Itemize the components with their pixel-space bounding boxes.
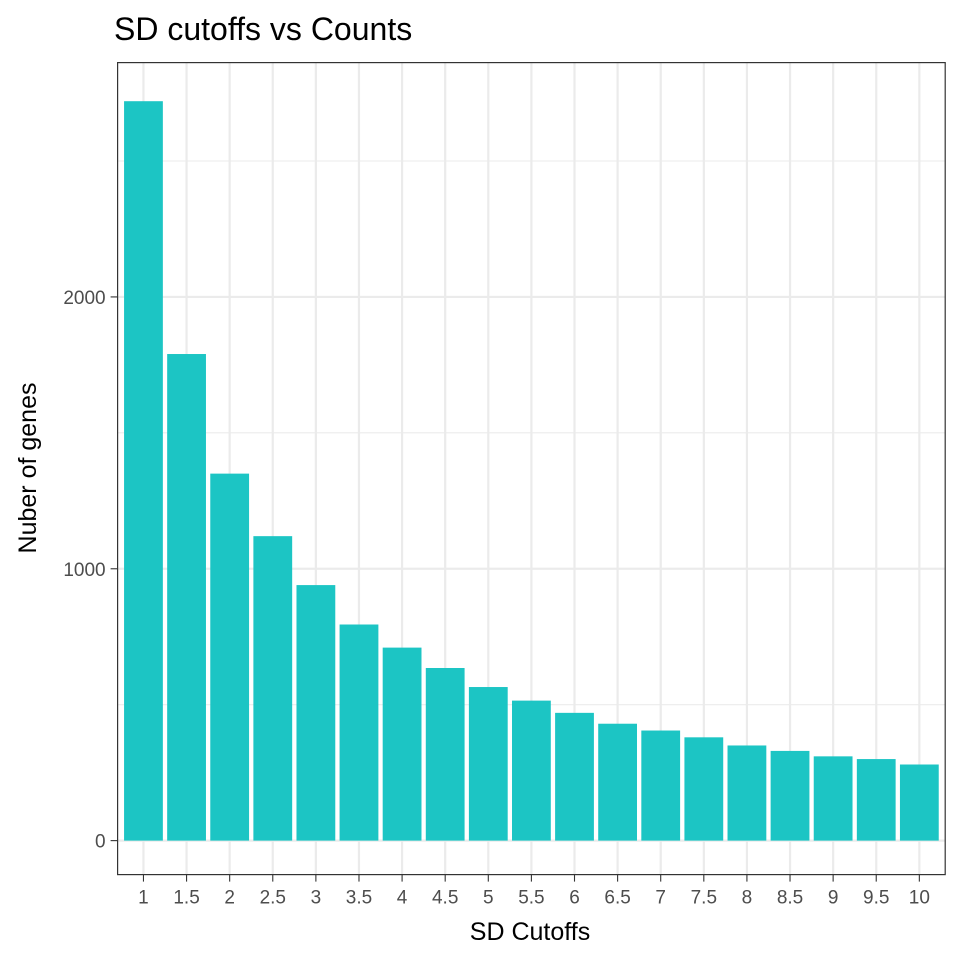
bar-6 [555, 712, 594, 841]
bar-10 [899, 764, 939, 841]
x-tick-label: 1 [138, 888, 149, 909]
y-tick-label: 0 [95, 832, 106, 853]
bar-8 [727, 745, 767, 841]
bar-5 [468, 687, 508, 841]
x-tick-label: 5.5 [518, 888, 544, 909]
x-tick-label: 8.5 [777, 888, 803, 909]
chart-title: SD cutoffs vs Counts [114, 11, 412, 47]
bar-2.5 [253, 536, 293, 841]
x-tick-label: 6 [569, 888, 580, 909]
y-tick-label: 2000 [63, 288, 105, 309]
bar-3.5 [339, 624, 379, 841]
bar-5.5 [512, 700, 551, 841]
x-tick-label: 4.5 [432, 888, 458, 909]
x-axis-title: SD Cutoffs [470, 918, 590, 946]
x-tick-label: 6.5 [604, 888, 630, 909]
x-tick-label: 4 [397, 888, 408, 909]
bar-1 [124, 101, 163, 841]
x-tick-label: 8 [742, 888, 753, 909]
x-tick-label: 1.5 [173, 888, 199, 909]
bar-7.5 [684, 737, 724, 841]
bar-4.5 [425, 667, 465, 841]
bar-7 [641, 730, 681, 841]
x-tick-label: 3 [311, 888, 322, 909]
x-tick-label: 10 [909, 888, 930, 909]
axes: 0 1000 2000 1 1.5 2 2.5 3 3.5 4 4.5 5 5.5 6 6.5 7 7.5 8 8.… [63, 288, 930, 909]
bar-3 [296, 585, 336, 841]
y-tick-label: 1000 [63, 560, 105, 581]
x-tick-label: 9 [828, 888, 839, 909]
bar-8.5 [770, 750, 810, 841]
x-tick-label: 5 [483, 888, 494, 909]
bar-1.5 [167, 354, 206, 841]
bar-2 [210, 473, 250, 841]
bar-6.5 [598, 723, 638, 841]
x-tick-label: 3.5 [346, 888, 372, 909]
bar-4 [382, 647, 422, 841]
x-tick-label: 2 [224, 888, 235, 909]
bar-9.5 [856, 759, 896, 841]
x-tick-label: 7.5 [691, 888, 717, 909]
y-axis-title: Nuber of genes [14, 383, 42, 554]
x-tick-label: 7 [655, 888, 666, 909]
x-tick-label: 2.5 [260, 888, 286, 909]
bar-9 [813, 756, 853, 841]
bars [124, 101, 939, 841]
x-tick-label: 9.5 [863, 888, 889, 909]
